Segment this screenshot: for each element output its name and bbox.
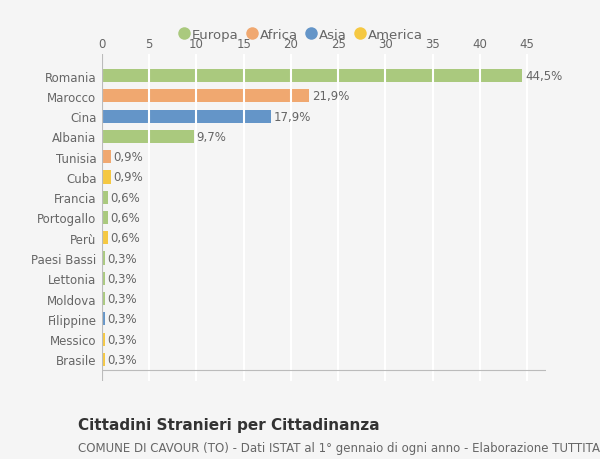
Text: Cittadini Stranieri per Cittadinanza: Cittadini Stranieri per Cittadinanza [78,417,380,432]
Text: 0,3%: 0,3% [107,353,137,366]
Text: 0,3%: 0,3% [107,292,137,305]
Bar [102,353,105,366]
Bar [102,171,110,184]
Bar [102,151,110,164]
Text: 0,3%: 0,3% [107,333,137,346]
Text: 0,3%: 0,3% [107,252,137,265]
Bar [102,212,107,224]
Text: 0,3%: 0,3% [107,272,137,285]
Bar [102,130,194,144]
Text: COMUNE DI CAVOUR (TO) - Dati ISTAT al 1° gennaio di ogni anno - Elaborazione TUT: COMUNE DI CAVOUR (TO) - Dati ISTAT al 1°… [78,441,600,454]
Bar [102,252,105,265]
Legend: Europa, Africa, Asia, America: Europa, Africa, Asia, America [181,29,422,42]
Text: 0,3%: 0,3% [107,313,137,325]
Bar [102,90,309,103]
Text: 21,9%: 21,9% [312,90,349,103]
Bar [102,292,105,306]
Bar [102,272,105,285]
Text: 0,9%: 0,9% [113,171,143,184]
Text: 17,9%: 17,9% [274,111,311,123]
Bar [102,110,271,123]
Bar [102,313,105,326]
Bar [102,333,105,346]
Text: 0,9%: 0,9% [113,151,143,164]
Text: 44,5%: 44,5% [525,70,562,83]
Bar [102,191,107,204]
Text: 9,7%: 9,7% [196,131,226,144]
Text: 0,6%: 0,6% [110,191,140,204]
Bar [102,232,107,245]
Text: 0,6%: 0,6% [110,212,140,224]
Text: 0,6%: 0,6% [110,232,140,245]
Bar [102,70,523,83]
